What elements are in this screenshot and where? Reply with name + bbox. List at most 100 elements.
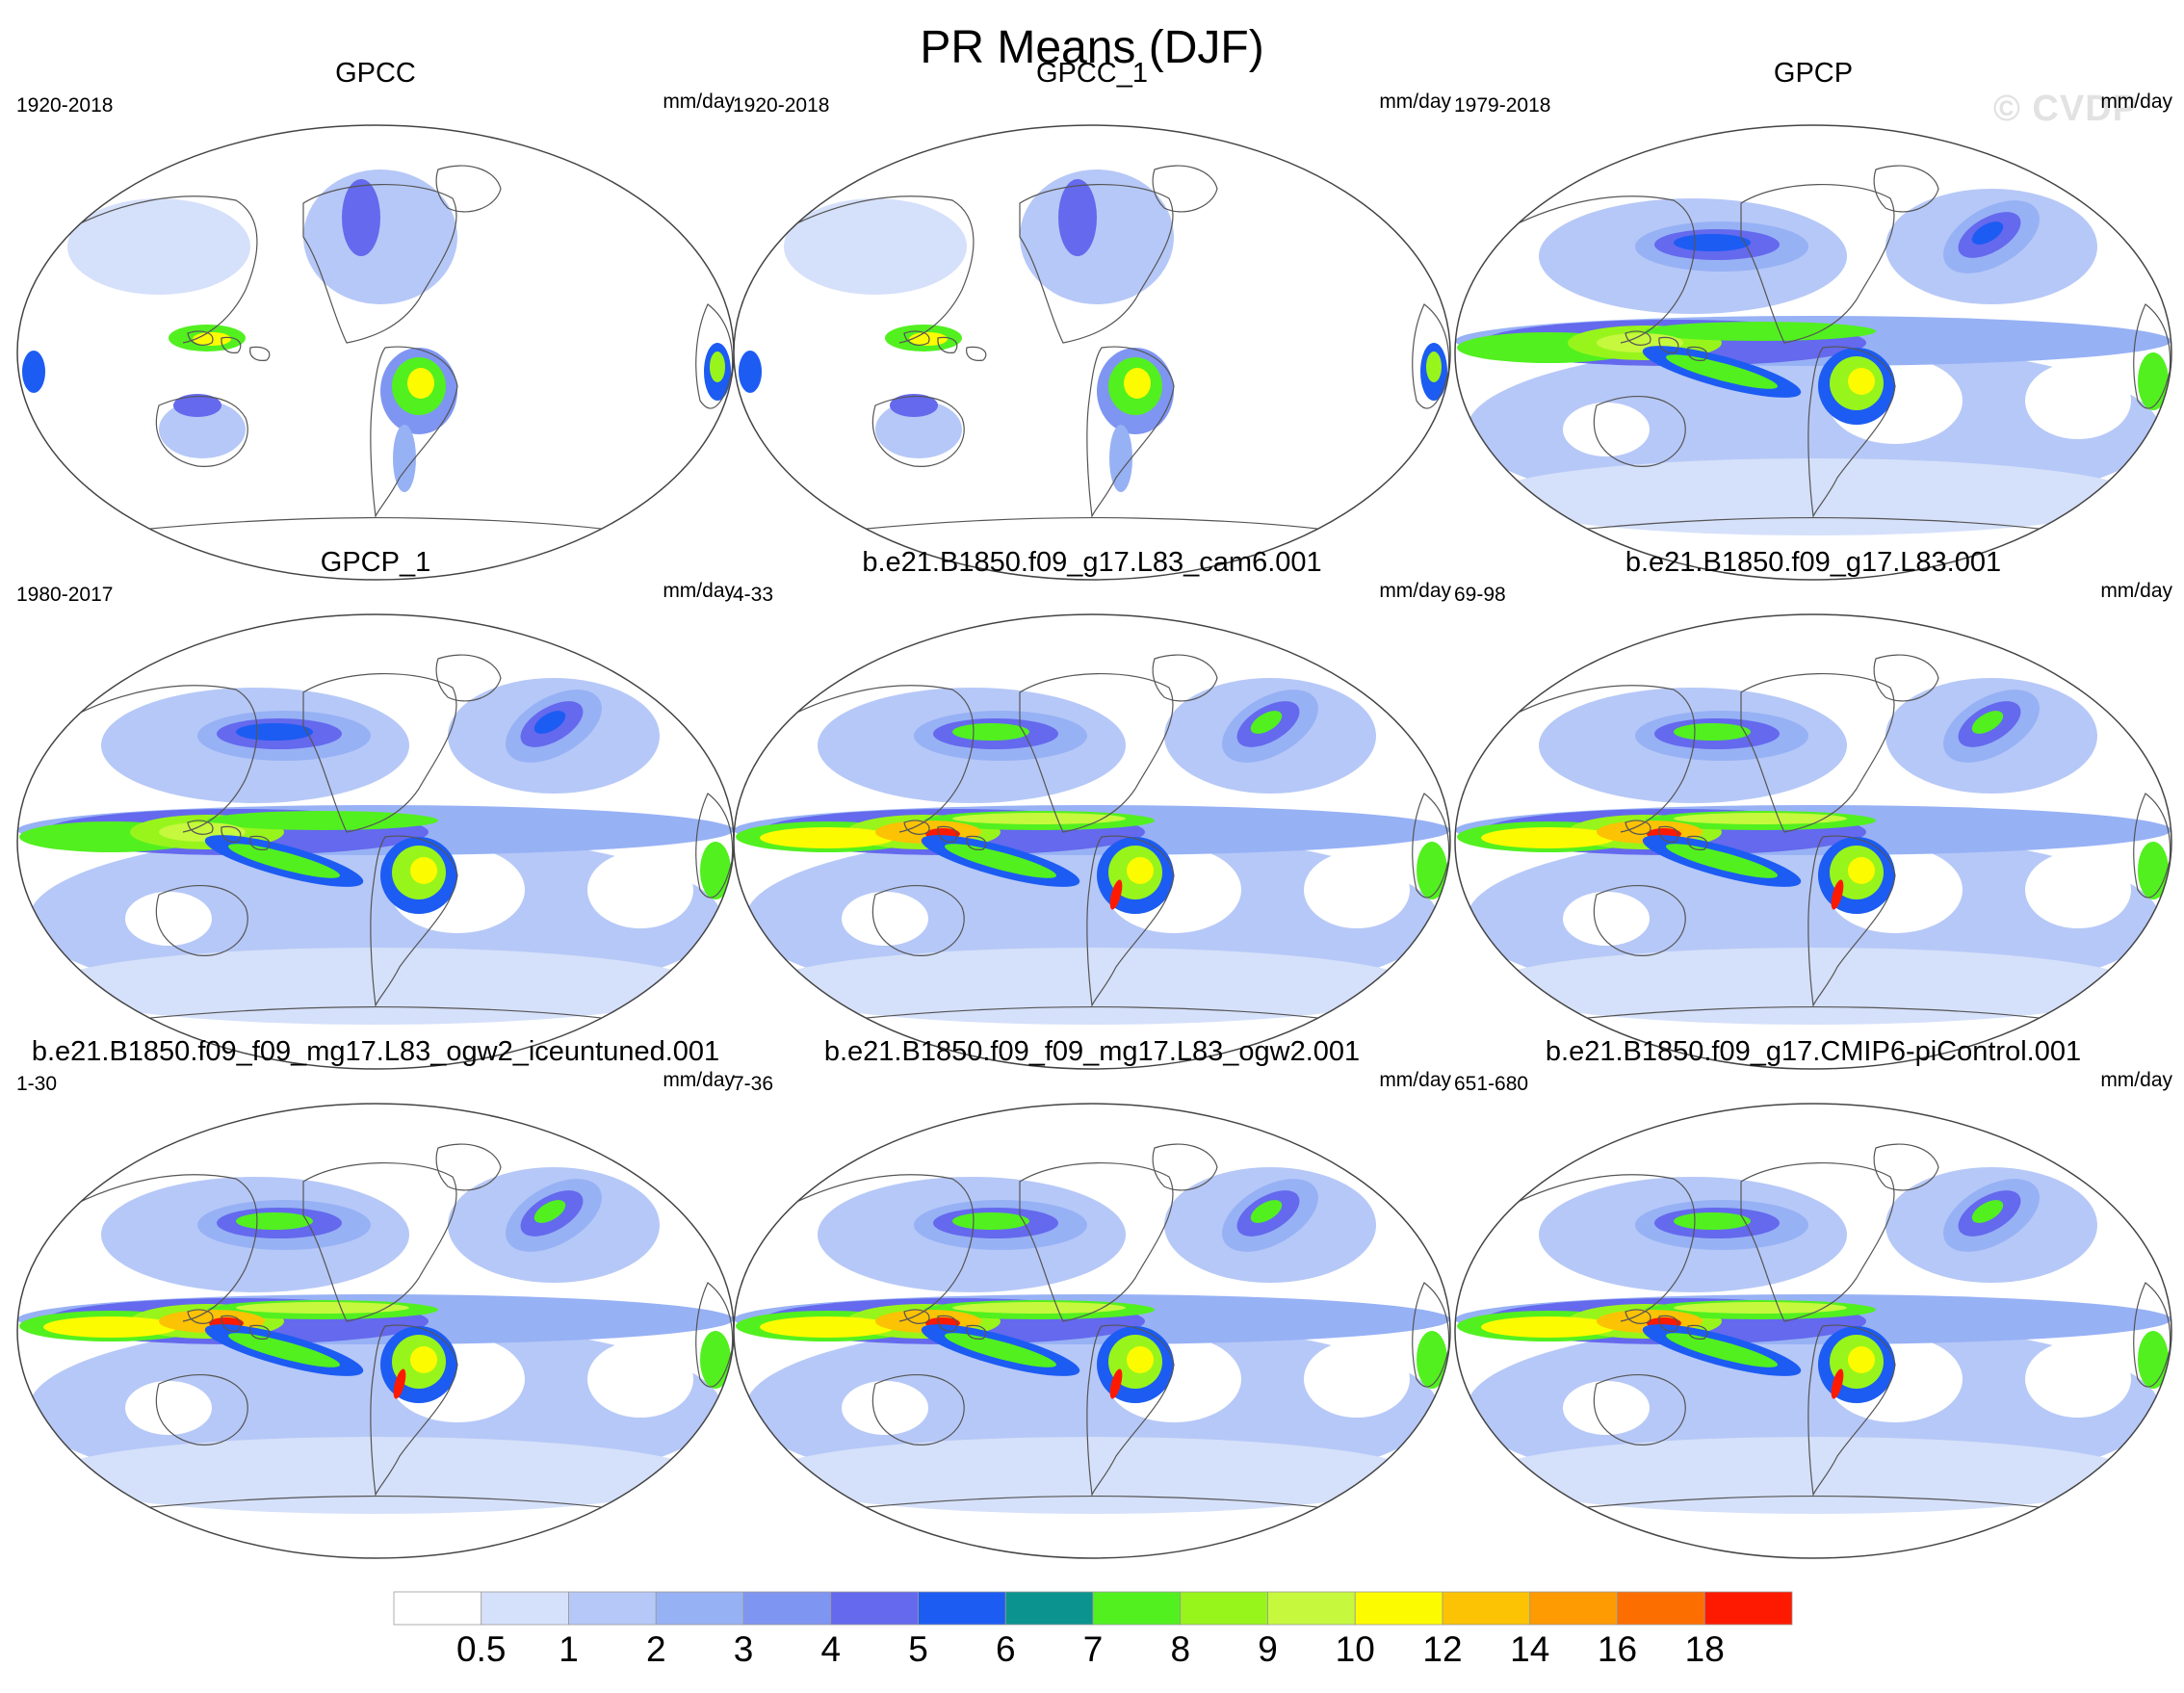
coastline-5 [1567,1005,2089,1026]
africa-core [700,842,731,899]
robinson-map [733,613,1451,1070]
colorbar-tick-label: 6 [995,1629,1016,1669]
panel-title: GPCP [1773,58,1854,89]
map-panel: GPCP_1 1980-2017 mm/day [14,547,737,1070]
dry-satlantic [2025,362,2131,439]
australia-north [173,394,221,417]
map-border [733,1103,1451,1559]
patagonia [393,425,416,492]
coastline-7 [903,1309,930,1324]
natlantic-track-core [1971,711,2004,734]
colorbar-swatch [918,1591,1006,1626]
coastline-4 [2133,1282,2171,1388]
panel-title: GPCC [335,58,416,89]
coastline-2 [1019,1161,1174,1322]
coastline-8 [1658,336,1679,353]
samerica-core [1127,1346,1154,1373]
coastline-9 [249,346,271,361]
panel-title: GPCC_1 [1035,58,1149,89]
itcz-pacific-core [236,1302,409,1314]
robinson-map [16,1103,735,1559]
colorbar-tick-label: 10 [1335,1629,1375,1669]
colorbar-tick-label: 0.5 [456,1629,507,1669]
coastline-6 [435,165,502,213]
sh-storm-band [48,1437,703,1514]
dry-sindian [125,892,212,946]
coastline-2 [302,1161,457,1322]
coastline-3 [370,835,458,1008]
spcz-core [944,1333,1057,1367]
coastline-6 [1873,654,1939,702]
coastline-9 [1687,835,1708,850]
itcz-pacific-core [952,1302,1126,1314]
panel-title: GPCP_1 [320,547,431,578]
coastline-0 [788,195,975,344]
precip-field [17,1104,734,1558]
coastline-3 [1807,835,1896,1008]
coastline-8 [221,1315,242,1332]
samerica-core [1127,857,1154,884]
precip-field [734,125,1450,580]
coastline-3 [1807,1324,1896,1498]
robinson-map [16,613,735,1070]
natlantic-track-core [533,711,566,734]
coastline-8 [1658,1315,1679,1332]
colorbar-swatch [655,1591,744,1626]
panel-units: mm/day [1379,91,1451,113]
map-panel: b.e21.B1850.f09_g17.CMIP6-piControl.001 6… [1452,1036,2174,1559]
patagonia [1109,425,1132,492]
andes-max [393,1368,406,1399]
coastline-9 [249,835,271,850]
coastline-3 [1807,346,1896,519]
samerica-core [1848,1346,1875,1373]
itcz-pacific-core [1674,1302,1847,1314]
map-panel: GPCC_1 1920-2018 mm/day [731,58,1453,581]
coastline-0 [71,685,258,833]
andes-max [1831,1368,1844,1399]
panel-years: 7-36 [733,1073,774,1095]
precip-field [1455,125,2171,580]
samerica-core [407,368,434,399]
precip-field [17,614,734,1069]
coastline-9 [966,346,987,361]
panel-years: 1979-2018 [1454,94,1551,117]
robinson-map [1454,613,2172,1070]
coastline-3 [1086,835,1175,1008]
coastline-3 [370,346,458,519]
panel-title: b.e21.B1850.f09_f09_mg17.L83_ogw2_iceunt… [31,1036,720,1067]
itcz-pacific [1645,322,1876,341]
coastline-1 [155,1374,248,1446]
coastline-7 [187,1309,214,1324]
map-panel: b.e21.B1850.f09_g17.L83.001 69-98 mm/day [1452,547,2174,1070]
precip-field [17,125,734,580]
map-panel: GPCC 1920-2018 mm/day [14,58,737,581]
colorbar-tick-label: 14 [1510,1629,1550,1669]
dry-sindian [842,1381,928,1435]
panel-title: b.e21.B1850.f09_g17.CMIP6-piControl.001 [1545,1036,2082,1067]
sh-storm-band [48,948,703,1025]
coastline-0 [1509,685,1696,833]
dry-sindian [1563,1381,1650,1435]
natlantic-track-core [1971,221,2004,245]
sh-storm-band [765,948,1419,1025]
panel-units: mm/day [1379,1069,1451,1091]
coastline-4 [2133,303,2171,409]
panel-years: 1-30 [16,1073,58,1095]
coastline-2 [302,672,457,833]
africa-core [2138,842,2169,899]
coastline-2 [1019,672,1174,833]
maritime-core [193,332,231,346]
coastline-2 [1740,672,1895,833]
coastline-5 [1567,1495,2089,1515]
colorbar-swatch [568,1591,657,1626]
itcz-indian-core [760,827,895,848]
colorbar-swatch [1529,1591,1618,1626]
samerica-core [410,857,437,884]
coastline-4 [695,1282,734,1388]
asia-land [784,198,967,295]
colorbar-tick-label: 7 [1082,1629,1104,1669]
africa-core [1426,352,1442,382]
samerica-core [410,1346,437,1373]
coastline-2 [1740,1161,1895,1322]
spcz-core [227,1333,341,1367]
